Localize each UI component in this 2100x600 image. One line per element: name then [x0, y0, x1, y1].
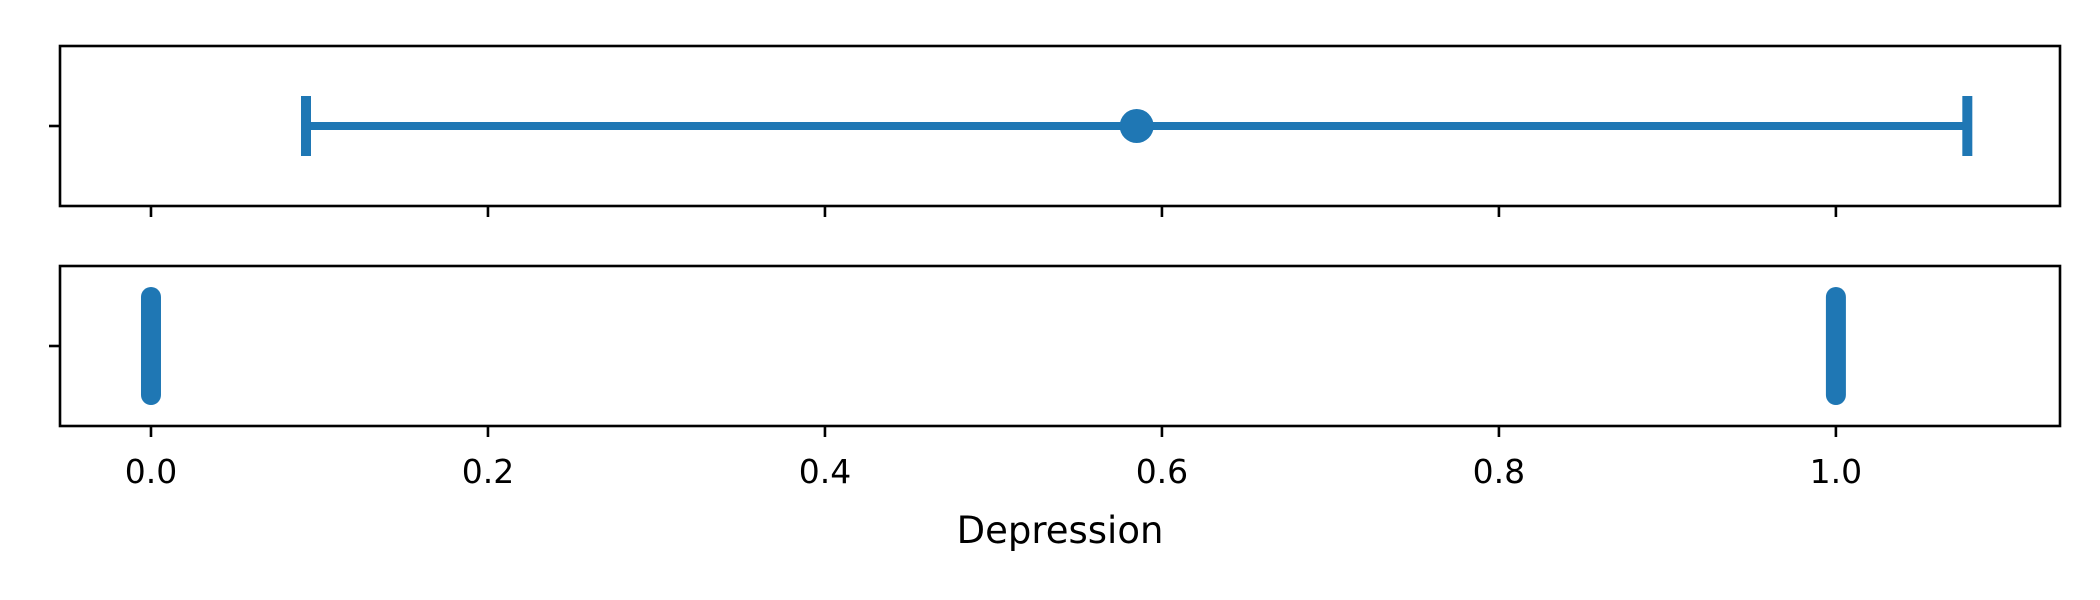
errorbar-marks [300, 96, 1973, 156]
x-tick-label: 0.6 [1136, 452, 1188, 491]
errorbar-panel [49, 44, 2062, 217]
x-tick-label: 1.0 [1810, 452, 1862, 491]
x-axis-label: Depression [957, 509, 1164, 552]
mean-point [1119, 109, 1154, 143]
x-tick-label: 0.2 [462, 452, 514, 491]
scatter-marks [140, 287, 1846, 405]
x-tick-label: 0.0 [125, 452, 177, 491]
x-tick-labels: 0.0 0.2 0.4 0.6 0.8 1.0 [125, 452, 1862, 491]
scatter-panel-x-ticks [149, 426, 1838, 437]
errorbar-panel-x-ticks [149, 206, 1838, 217]
scatter-panel: 0.0 0.2 0.4 0.6 0.8 1.0 Depression [49, 264, 2062, 552]
scatter-panel-frame [58, 264, 2062, 428]
x-tick-label: 0.4 [799, 452, 851, 491]
x-tick-label: 0.8 [1473, 452, 1525, 491]
